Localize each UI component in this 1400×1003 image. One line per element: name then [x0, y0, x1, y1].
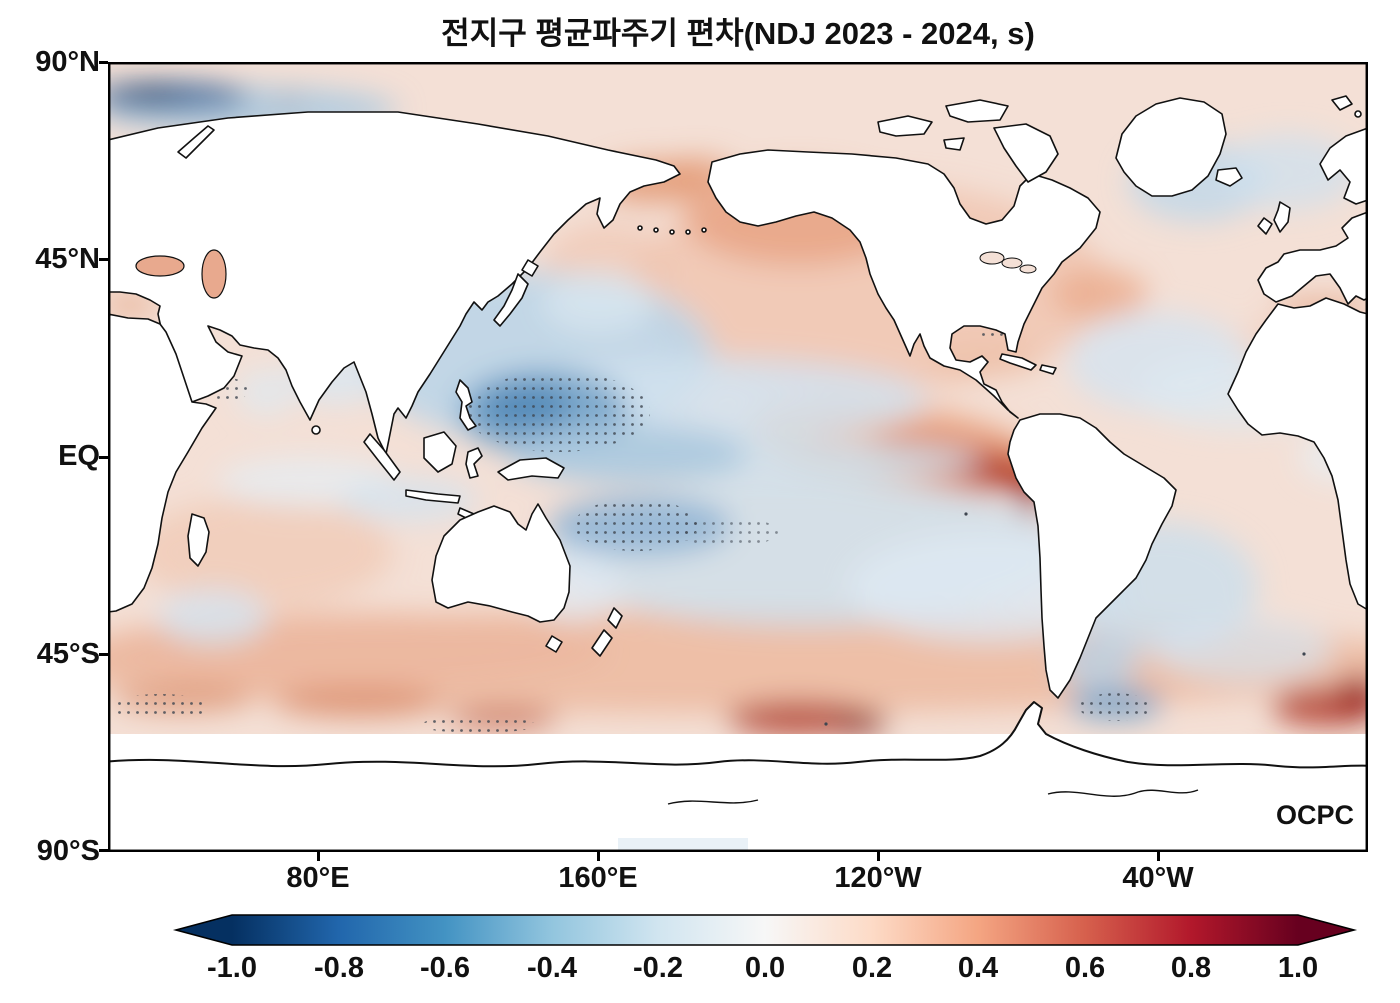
cb-tick: -0.6 — [420, 952, 470, 984]
world-anomaly-map: OCPC — [108, 62, 1368, 852]
greenland — [1115, 97, 1227, 197]
cb-tick: 0.6 — [1064, 952, 1106, 984]
cb-tick: -0.2 — [633, 952, 683, 984]
scandinavia — [1319, 127, 1368, 205]
new-guinea — [497, 457, 565, 481]
antarctica — [108, 701, 1368, 852]
y-axis-tick — [99, 849, 108, 852]
philippines — [455, 379, 477, 431]
colorbar — [170, 912, 1370, 948]
lon-tick-120w: 120°W — [834, 862, 922, 894]
map-border — [108, 62, 1368, 852]
black-sea — [135, 255, 185, 277]
cb-tick: 0.4 — [957, 952, 999, 984]
cb-tick: -0.4 — [527, 952, 577, 984]
eurasia — [108, 111, 681, 455]
x-axis-tick — [317, 852, 320, 861]
colorbar-gradient — [172, 914, 1358, 946]
africa-west — [1227, 297, 1368, 611]
cb-tick: 1.0 — [1277, 952, 1319, 984]
cb-tick: -0.8 — [314, 952, 364, 984]
new-zealand — [607, 607, 623, 629]
lon-tick-40w: 40°W — [1122, 862, 1194, 894]
inland-seas — [135, 249, 227, 299]
lat-tick-eq: EQ — [58, 440, 100, 472]
chart-title: 전지구 평균파주기 편차(NDJ 2023 - 2024, s) — [441, 16, 1035, 51]
y-axis-tick — [99, 61, 108, 64]
australia — [431, 503, 571, 623]
lat-tick-90s: 90°S — [36, 835, 100, 867]
north-america — [707, 149, 1101, 419]
madagascar — [187, 513, 210, 567]
lat-tick-45n: 45°N — [35, 243, 100, 275]
lat-tick-90n: 90°N — [35, 46, 100, 78]
cb-tick: 0.8 — [1170, 952, 1212, 984]
caspian-sea — [201, 249, 227, 299]
europe — [1257, 211, 1368, 305]
cb-tick: 0.0 — [744, 952, 786, 984]
continents — [108, 95, 1368, 699]
cb-tick: 0.2 — [851, 952, 893, 984]
watermark: OCPC — [1276, 800, 1354, 830]
colorbar-left-arrow — [176, 915, 232, 945]
x-axis-tick — [597, 852, 600, 861]
y-axis-tick — [99, 456, 108, 459]
japan — [493, 273, 529, 327]
lon-tick-160e: 160°E — [558, 862, 638, 894]
stippling — [112, 328, 1306, 733]
lon-tick-80e: 80°E — [286, 862, 350, 894]
lat-tick-45s: 45°S — [36, 638, 100, 670]
y-axis-tick — [99, 653, 108, 656]
africa-east — [108, 313, 217, 613]
x-axis-tick — [1157, 852, 1160, 861]
cb-tick: -1.0 — [207, 952, 257, 984]
south-america — [1007, 413, 1177, 699]
colorbar-right-arrow — [1298, 915, 1354, 945]
y-axis-tick — [99, 258, 108, 261]
x-axis-tick — [877, 852, 880, 861]
